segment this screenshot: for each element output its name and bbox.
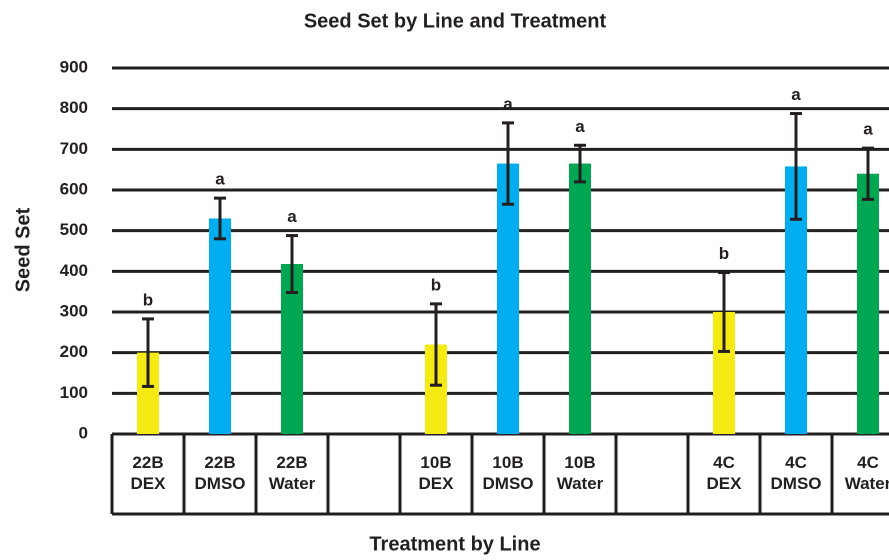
significance-label: a [215,170,225,189]
chart-title: Seed Set by Line and Treatment [304,10,607,32]
bar [569,163,591,435]
significance-label: b [143,290,153,309]
significance-label: a [287,207,297,226]
y-tick-label: 100 [60,383,88,402]
y-tick-label: 300 [60,301,88,320]
y-tick-label: 200 [60,342,88,361]
x-tick-label: 4C Water [845,453,889,493]
x-axis-label: Treatment by Line [369,533,540,555]
bar [713,312,735,434]
y-tick-label: 400 [60,261,88,280]
y-tick-label: 900 [60,57,88,76]
y-axis-label: Seed Set [12,207,34,292]
y-tick-label: 700 [60,139,88,158]
bar [497,163,519,435]
x-tick-label: 4C DMSO [771,453,822,493]
x-tick-label: 10B DMSO [483,453,534,493]
significance-label: b [431,275,441,294]
bar [425,344,447,434]
y-tick-label: 600 [60,179,88,198]
significance-label: a [503,94,513,113]
x-tick-label: 22B DMSO [195,453,246,493]
bar [281,264,303,434]
significance-label: a [863,120,873,139]
bar [137,352,159,434]
bar [785,166,807,434]
x-tick-label: 22B DEX [131,453,167,493]
significance-label: a [791,85,801,104]
y-tick-label: 800 [60,98,88,117]
bar [857,173,879,434]
x-tick-label: 10B Water [557,453,604,493]
significance-label: b [719,244,729,263]
x-tick-label: 10B DEX [419,453,455,493]
significance-label: a [575,117,585,136]
y-tick-label: 500 [60,220,88,239]
y-tick-label: 0 [79,423,88,442]
x-tick-label: 22B Water [269,453,316,493]
x-tick-label: 4C DEX [707,453,743,493]
bar [209,218,231,434]
